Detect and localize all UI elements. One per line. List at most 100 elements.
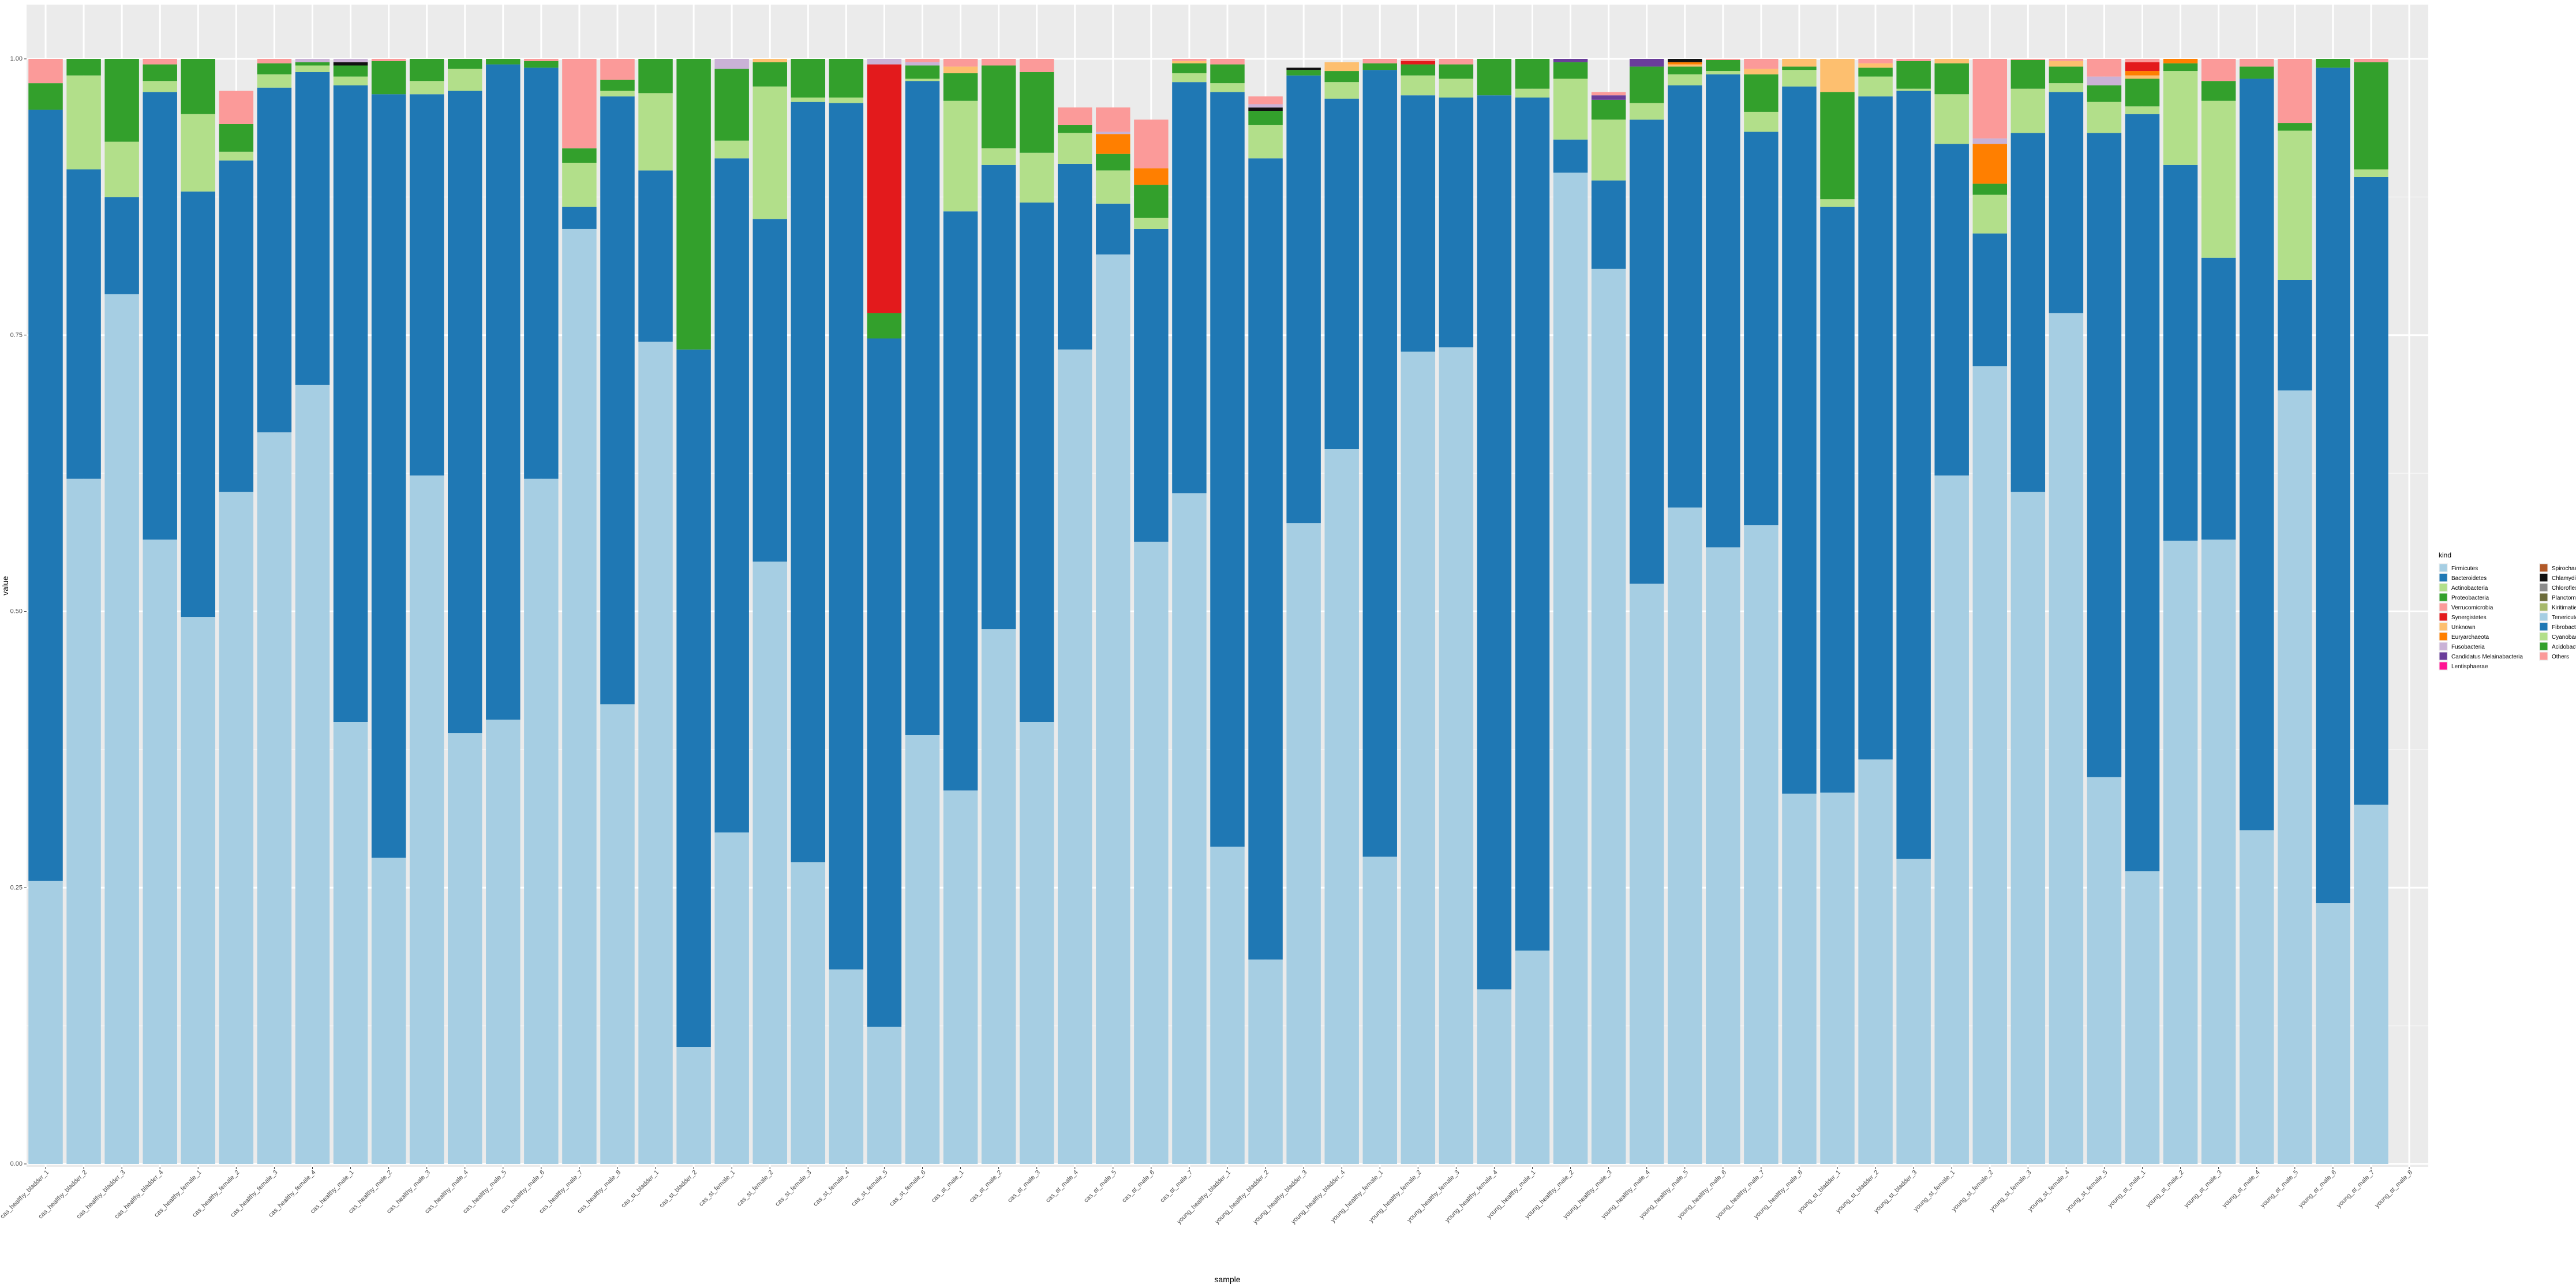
bar-segment [1134, 185, 1169, 218]
y-tick-label: 0.75 [10, 332, 23, 339]
bar-segment [1134, 218, 1169, 229]
bar-stack [1439, 59, 1474, 1165]
bar-segment [486, 64, 521, 720]
bar-segment [1972, 194, 2007, 234]
bar-stack [2163, 59, 2198, 1165]
bar-segment [1439, 98, 1474, 347]
bar-segment [1782, 86, 1817, 794]
bar-segment [181, 191, 216, 617]
bar-segment [1096, 107, 1130, 132]
bar-segment [2354, 62, 2388, 170]
x-tick-label: young_st_bladder_3 [1873, 1169, 1918, 1215]
bar-segment [2316, 903, 2350, 1164]
bar-segment [66, 59, 101, 76]
x-tick-label: cas_healthy_male_3 [385, 1169, 432, 1215]
bar-segment [1019, 202, 1054, 722]
bar-stack [448, 59, 482, 1164]
bar-segment [562, 229, 597, 1164]
x-tick-label: cas_st_female_6 [888, 1169, 927, 1208]
x-tick-label: cas_healthy_male_2 [347, 1169, 394, 1215]
bar-segment [600, 704, 635, 1164]
bar-segment [1096, 203, 1130, 254]
bar-segment [1972, 144, 2007, 184]
bar-segment [371, 61, 406, 95]
bar-segment [1629, 103, 1664, 120]
bar-stack [524, 59, 559, 1165]
legend-swatch [2439, 613, 2447, 621]
bar-stack [1248, 96, 1283, 1164]
bar-segment [448, 59, 482, 69]
bar-segment [791, 102, 826, 863]
legend-swatch [2540, 632, 2548, 641]
bar-segment [752, 62, 787, 87]
bar-segment [1401, 64, 1436, 76]
bar-segment [1210, 92, 1245, 847]
bar-segment [1668, 507, 1702, 1164]
legend-label: Chlamydiae [2552, 575, 2576, 582]
bar-segment [638, 342, 673, 1164]
legend: kind Firmicutes Bacteroidetes Actinobacter… [2439, 551, 2576, 671]
y-tick-label: 1.00 [10, 55, 23, 62]
bar-segment [1286, 70, 1321, 76]
bar-segment [1782, 66, 1817, 70]
bar-stack [600, 59, 635, 1164]
bar-segment [905, 59, 940, 62]
bar-segment [2049, 92, 2084, 313]
bar-segment [2354, 177, 2388, 805]
bar-segment [1934, 144, 1969, 475]
bar-stack [676, 59, 711, 1164]
bar-segment [1820, 92, 1855, 200]
bar-segment [1172, 82, 1207, 493]
bar-segment [752, 59, 787, 62]
bar-stack [219, 91, 254, 1165]
bar-segment [752, 86, 787, 219]
bar-stack [181, 59, 216, 1164]
bar-segment [1248, 959, 1283, 1164]
bar-segment [829, 59, 864, 98]
bar-stack [1210, 59, 1245, 1164]
bar-segment [1858, 63, 1893, 68]
bar-segment [333, 62, 368, 66]
bar-segment [2087, 76, 2122, 85]
bar-segment [2049, 313, 2084, 1165]
bar-segment [104, 59, 139, 142]
bar-segment [1820, 792, 1855, 1164]
bar-segment [2278, 390, 2312, 1164]
bar-segment [1401, 59, 1436, 61]
bar-segment [1591, 119, 1626, 181]
bar-segment [1668, 64, 1702, 67]
x-tick-label: young_st_male_7 [2335, 1169, 2376, 1210]
bar-segment [28, 881, 63, 1164]
bar-segment [981, 148, 1016, 165]
x-tick-label: young_st_female_5 [2065, 1169, 2109, 1213]
bar-segment [1210, 59, 1245, 65]
bar-segment [524, 61, 559, 68]
bar-stack [409, 59, 444, 1164]
bar-segment [2201, 81, 2236, 101]
legend-swatch [2540, 583, 2548, 591]
x-tick-label: cas_healthy_male_1 [309, 1169, 355, 1215]
bar-segment [1972, 366, 2007, 1164]
bar-segment [1477, 95, 1512, 990]
bar-segment [181, 617, 216, 1164]
bar-segment [66, 478, 101, 1165]
x-tick-label: cas_st_male_5 [1083, 1169, 1118, 1204]
bar-segment [1515, 950, 1550, 1164]
x-tick-label: cas_st_female_2 [736, 1169, 774, 1208]
legend-label: Fusobacteria [2451, 644, 2485, 650]
x-tick-label: cas_st_bladder_1 [620, 1169, 660, 1210]
y-tick-label: 0.25 [10, 884, 23, 891]
bar-segment [486, 720, 521, 1164]
bar-segment [1324, 98, 1359, 449]
bar-segment [638, 59, 673, 93]
bar-segment [371, 59, 406, 61]
bar-segment [2010, 59, 2046, 89]
bar-stack [1820, 59, 1855, 1164]
bar-segment [829, 103, 864, 969]
bar-segment [1591, 92, 1626, 96]
bar-segment [2163, 540, 2198, 1165]
legend-label: Euryarchaeota [2451, 634, 2489, 641]
bar-segment [638, 170, 673, 342]
legend-label: Actinobacteria [2451, 585, 2488, 591]
bar-stack [1744, 59, 1779, 1164]
